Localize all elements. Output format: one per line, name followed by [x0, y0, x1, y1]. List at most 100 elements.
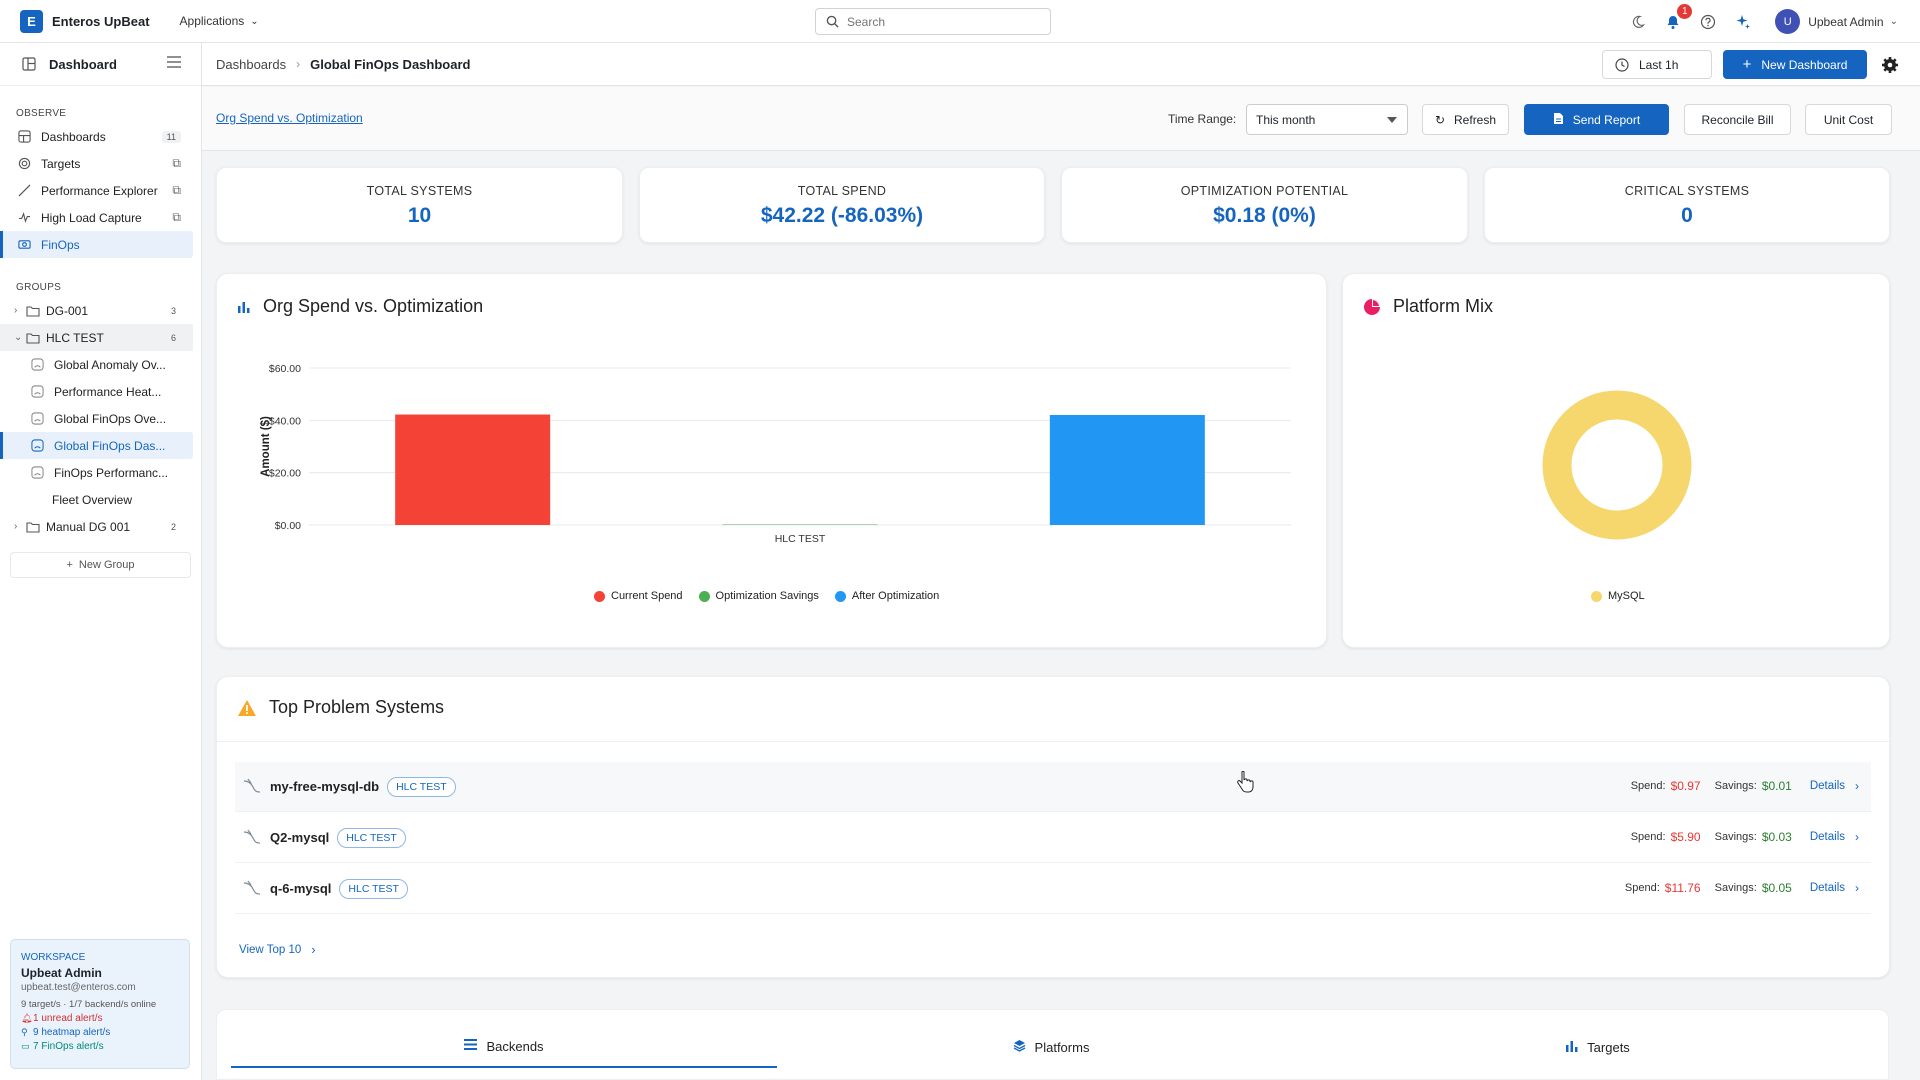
- sparkle-icon[interactable]: [1733, 12, 1753, 32]
- chevron-right-icon[interactable]: ›: [14, 305, 18, 316]
- mouse-cursor-icon: [1237, 771, 1254, 793]
- org-spend-link[interactable]: Org Spend vs. Optimization: [216, 111, 363, 125]
- workspace-card: WORKSPACE Upbeat Admin upbeat.test@enter…: [10, 939, 190, 1069]
- system-name[interactable]: q-6-mysql: [270, 881, 332, 896]
- group-label: Manual DG 001: [46, 519, 131, 534]
- legend-item[interactable]: MySQL: [1591, 590, 1645, 602]
- search-box[interactable]: [815, 8, 1051, 35]
- chevron-down-icon[interactable]: ⌄: [1889, 16, 1898, 27]
- divider: [217, 741, 1889, 742]
- clock-icon: [1615, 57, 1629, 72]
- finops-icon: [17, 238, 31, 252]
- tab-platforms[interactable]: Platforms: [778, 1026, 1324, 1068]
- chevron-right-icon: ›: [311, 942, 316, 957]
- system-name[interactable]: my-free-mysql-db: [270, 779, 380, 794]
- platform-mix-panel: Platform Mix MySQL: [1342, 273, 1890, 648]
- search-input[interactable]: [847, 14, 1037, 29]
- heatmap-alerts-link[interactable]: ⚲ 9 heatmap alert/s: [21, 1027, 179, 1038]
- chevron-right-icon[interactable]: ›: [1855, 881, 1859, 895]
- group-tag: HLC TEST: [339, 878, 408, 899]
- theme-toggle-icon[interactable]: [1628, 12, 1648, 32]
- page-header: Dashboards › Global FinOps Dashboard Las…: [202, 43, 1920, 86]
- sidebar-group-dg-001[interactable]: › DG-001 3: [0, 297, 193, 324]
- sidebar-child-item[interactable]: Global Anomaly Ov...: [0, 351, 193, 378]
- reconcile-bill-button[interactable]: Reconcile Bill: [1684, 104, 1791, 135]
- external-link-icon[interactable]: ⧉: [172, 156, 181, 170]
- problem-row[interactable]: my-free-mysql-db HLC TEST Spend: $0.97 S…: [235, 762, 1871, 812]
- chevron-right-icon[interactable]: ›: [1855, 830, 1859, 844]
- unit-cost-button[interactable]: Unit Cost: [1805, 104, 1892, 135]
- sidebar-item-high-load-capture[interactable]: High Load Capture ⧉: [0, 204, 193, 231]
- savings-value: $0.01: [1761, 779, 1792, 793]
- workspace-email: upbeat.test@enteros.com: [21, 982, 136, 993]
- sidebar-item-label: FinOps Performanc...: [54, 465, 169, 480]
- sidebar-child-item[interactable]: Fleet Overview: [0, 486, 193, 513]
- spend-label: Spend:: [1624, 882, 1660, 894]
- external-link-icon[interactable]: ⧉: [172, 183, 181, 197]
- chevron-right-icon[interactable]: ›: [1855, 779, 1859, 793]
- brand[interactable]: E Enteros UpBeat: [20, 9, 150, 33]
- tab-targets[interactable]: Targets: [1325, 1026, 1871, 1068]
- sidebar-child-item-active[interactable]: Global FinOps Das...: [0, 432, 193, 459]
- top-right-actions: 1 U Upbeat Admin ⌄: [1613, 0, 1920, 43]
- details-link[interactable]: Details: [1809, 831, 1845, 843]
- savings-value: $0.05: [1761, 881, 1792, 895]
- sidebar-item-finops[interactable]: FinOps: [0, 231, 193, 258]
- problem-row[interactable]: q-6-mysql HLC TEST Spend: $11.76 Savings…: [235, 864, 1871, 914]
- legend-item[interactable]: After Optimization: [834, 590, 939, 602]
- pie-chart-icon: [1363, 298, 1381, 316]
- sidebar-item-performance-explorer[interactable]: Performance Explorer ⧉: [0, 177, 193, 204]
- details-link[interactable]: Details: [1809, 780, 1845, 792]
- details-link[interactable]: Details: [1809, 882, 1845, 894]
- new-group-button[interactable]: + New Group: [10, 552, 191, 578]
- sidebar-child-item[interactable]: FinOps Performanc...: [0, 459, 193, 486]
- gear-icon[interactable]: [1878, 53, 1902, 77]
- view-top-link[interactable]: View Top 10 ›: [239, 942, 316, 957]
- sidebar-item-dashboards[interactable]: Dashboards 11: [0, 123, 193, 150]
- send-report-button[interactable]: Send Report: [1524, 104, 1669, 135]
- legend-item[interactable]: Optimization Savings: [698, 590, 819, 602]
- applications-menu[interactable]: Applications ⌄: [180, 14, 259, 28]
- time-range-value: This month: [1256, 112, 1316, 127]
- spend-label: Spend:: [1630, 831, 1666, 843]
- problem-row[interactable]: Q2-mysql HLC TEST Spend: $5.90 Savings: …: [235, 813, 1871, 863]
- refresh-button[interactable]: ↻ Refresh: [1422, 104, 1509, 135]
- new-dashboard-button[interactable]: + New Dashboard: [1723, 50, 1867, 79]
- sidebar-item-label: Global Anomaly Ov...: [54, 357, 166, 372]
- user-name[interactable]: Upbeat Admin: [1808, 14, 1884, 29]
- folder-icon: [26, 520, 40, 534]
- avatar[interactable]: U: [1775, 9, 1801, 34]
- time-picker-button[interactable]: Last 1h: [1602, 50, 1712, 79]
- bell-icon: 🔔︎: [21, 1013, 33, 1023]
- menu-icon[interactable]: [166, 55, 182, 69]
- notification-badge: 1: [1677, 3, 1693, 19]
- chevron-down-icon[interactable]: ⌄: [14, 332, 23, 343]
- bell-icon[interactable]: 1: [1663, 3, 1693, 32]
- sidebar-title: Dashboard: [49, 56, 117, 72]
- legend-label: Current Spend: [611, 590, 683, 602]
- sidebar-child-item[interactable]: Global FinOps Ove...: [0, 405, 193, 432]
- legend-item[interactable]: Current Spend: [594, 590, 683, 602]
- dashboard-gauge-icon: [30, 412, 44, 426]
- time-range-select[interactable]: This month: [1246, 104, 1408, 135]
- kpi-total-systems: TOTAL SYSTEMS 10: [216, 167, 623, 243]
- legend-label: Optimization Savings: [715, 590, 819, 602]
- external-link-icon[interactable]: ⧉: [172, 210, 181, 224]
- sidebar-group-hlc-test[interactable]: ⌄ HLC TEST 6: [0, 324, 193, 351]
- brand-name: Enteros UpBeat: [52, 13, 150, 29]
- finops-alerts-link[interactable]: ▭ 7 FinOps alert/s: [21, 1041, 179, 1052]
- sidebar-group-manual-dg-001[interactable]: › Manual DG 001 2: [0, 513, 193, 540]
- breadcrumb-parent[interactable]: Dashboards: [216, 56, 287, 72]
- legend-swatch: [594, 590, 605, 602]
- donut-slice-mysql[interactable]: [1542, 390, 1692, 540]
- unread-alerts-link[interactable]: 🔔︎ 1 unread alert/s: [21, 1013, 179, 1024]
- system-name[interactable]: Q2-mysql: [270, 830, 330, 845]
- tab-backends[interactable]: Backends: [231, 1026, 777, 1068]
- help-icon[interactable]: [1698, 12, 1718, 32]
- chevron-right-icon[interactable]: ›: [14, 521, 18, 532]
- sidebar: Dashboard OBSERVE Dashboards 11 Targets …: [0, 43, 202, 1080]
- sidebar-item-targets[interactable]: Targets ⧉: [0, 150, 193, 177]
- sidebar-child-item[interactable]: Performance Heat...: [0, 378, 193, 405]
- tab-label: Platforms: [1034, 1039, 1090, 1055]
- kpi-label: OPTIMIZATION POTENTIAL: [1180, 184, 1349, 198]
